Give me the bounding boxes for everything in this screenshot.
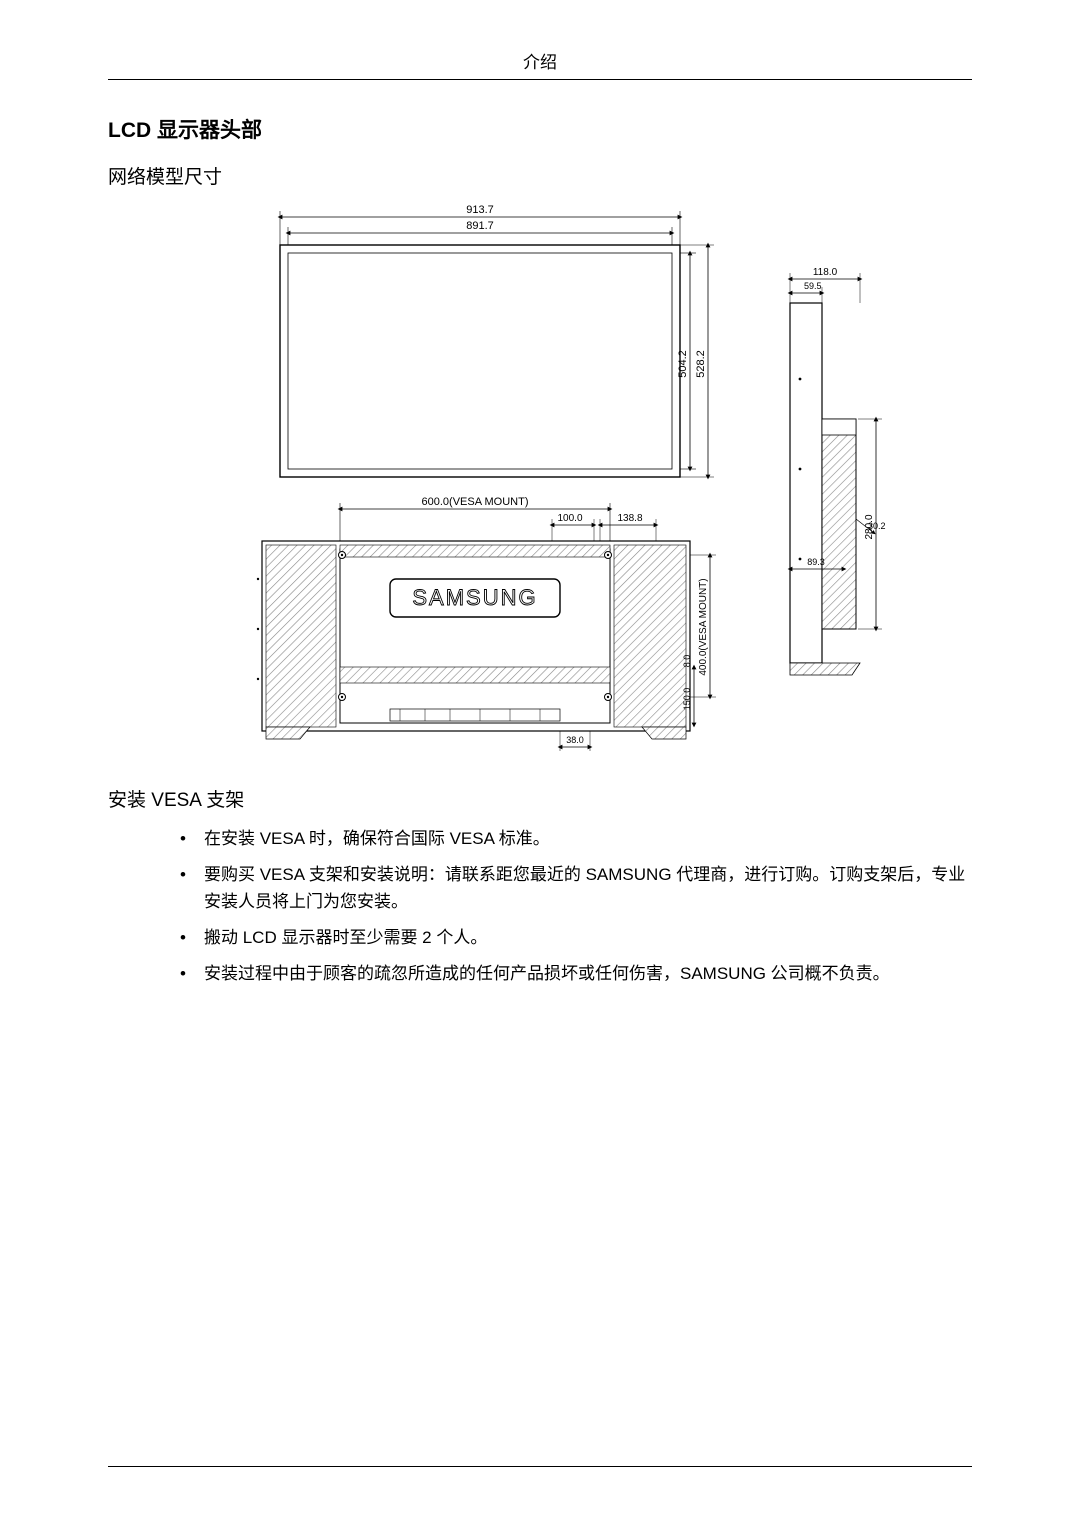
dim-label: 528.2 [695, 350, 707, 378]
dim-label: 400.0(VESA MOUNT) [698, 578, 709, 675]
dim-label: 280.0 [864, 514, 875, 539]
page-header: 介绍 [108, 48, 972, 80]
dim-label: 504.2 [677, 350, 689, 378]
list-item: 要购买 VESA 支架和安装说明：请联系距您最近的 SAMSUNG 代理商，进行… [180, 862, 972, 915]
dim-label: 150.0 [682, 688, 692, 711]
dim-label: 8.0 [682, 655, 692, 668]
section-title-1: LCD 显示器头部 [108, 114, 972, 144]
dimension-diagram: 913.7 891.7 504.2 528.2 600.0(VESA MOUNT… [108, 199, 972, 759]
dim-label: 600.0(VESA MOUNT) [422, 496, 529, 508]
dim-label: 118.0 [813, 267, 838, 278]
dim-label: 59.5 [804, 281, 822, 291]
dim-label: 138.8 [617, 513, 642, 524]
dim-label: 913.7 [466, 204, 494, 216]
dim-label: 100.0 [557, 513, 582, 524]
bullet-list: 在安装 VESA 时，确保符合国际 VESA 标准。 要购买 VESA 支架和安… [108, 826, 972, 988]
list-item: 安装过程中由于顾客的疏忽所造成的任何产品损坏或任何伤害，SAMSUNG 公司概不… [180, 961, 972, 987]
dim-label: 89.3 [807, 557, 825, 567]
dim-label: 891.7 [466, 220, 494, 232]
section-title-2: 安装 VESA 支架 [108, 785, 972, 812]
list-item: 在安装 VESA 时，确保符合国际 VESA 标准。 [180, 826, 972, 852]
section-subtitle-1: 网络模型尺寸 [108, 162, 972, 189]
page-header-title: 介绍 [523, 53, 557, 72]
list-item: 搬动 LCD 显示器时至少需要 2 个人。 [180, 925, 972, 951]
logo-text: SAMSUNG [412, 585, 537, 610]
dim-label: 38.0 [566, 735, 584, 745]
footer-rule [108, 1466, 972, 1467]
